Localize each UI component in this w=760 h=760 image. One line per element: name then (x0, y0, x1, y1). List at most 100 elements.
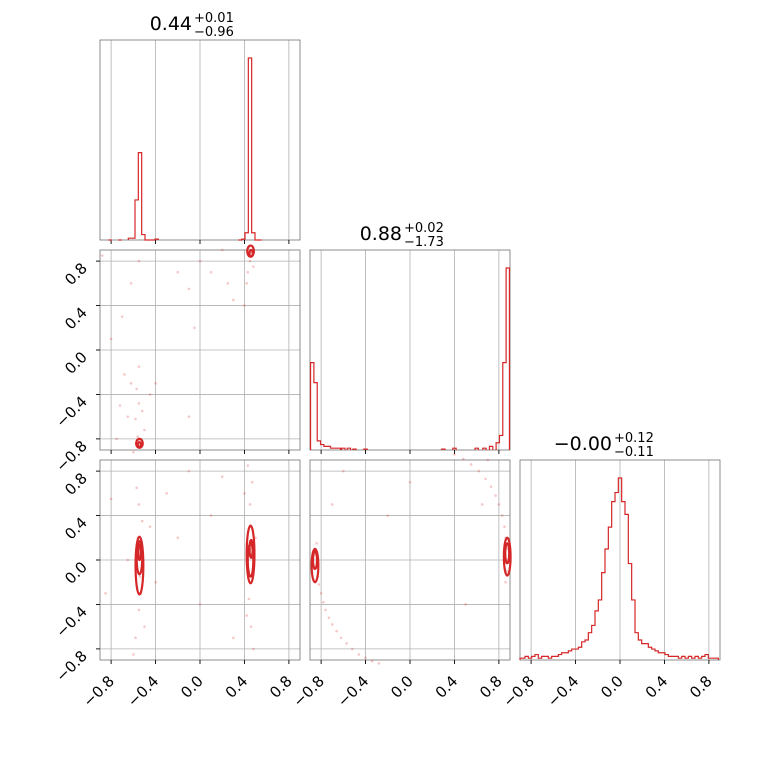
scatter-point-1-0-23 (232, 298, 235, 302)
scatter-point-1-0-4 (137, 402, 141, 405)
scatter-point-2-1-25 (497, 503, 501, 506)
scatter-point-2-0-22 (252, 647, 255, 651)
scatter-point-2-1-2 (315, 542, 318, 545)
scatter-point-1-0-19 (187, 287, 191, 291)
scatter-point-2-0-1 (138, 575, 142, 578)
scatter-point-1-0-16 (129, 282, 133, 285)
scatter-point-2-0-31 (232, 636, 235, 640)
xtick-label-0-2: 0.0 (177, 672, 207, 702)
xtick-label-2-2: 0.0 (597, 672, 627, 702)
scatter-point-2-1-26 (500, 514, 504, 517)
scatter-point-2-0-12 (154, 580, 157, 584)
scatter-point-2-1-5 (319, 592, 323, 595)
scatter-point-1-0-13 (148, 393, 152, 396)
xtick-label-0-1: −0.4 (124, 672, 162, 710)
scatter-point-1-0-39 (137, 365, 141, 368)
scatter-point-2-1-23 (489, 485, 493, 488)
ytick-label-1-1: −0.4 (52, 393, 90, 431)
contour-1-0-1 (248, 248, 254, 258)
scatter-point-2-0-9 (143, 625, 146, 628)
scatter-point-2-0-17 (248, 503, 252, 506)
scatter-point-2-1-36 (386, 514, 390, 517)
scatter-point-2-1-10 (335, 629, 338, 633)
contour-2-0-5 (248, 538, 254, 559)
scatter-point-2-0-4 (137, 608, 141, 612)
scatter-point-2-1-13 (350, 647, 354, 651)
scatter-point-2-1-24 (494, 494, 497, 497)
contour-2-0-3 (245, 524, 256, 585)
scatter-point-2-0-26 (187, 469, 191, 473)
histogram-1 (309, 267, 511, 450)
scatter-point-1-0-37 (115, 437, 118, 441)
scatter-point-1-0-9 (123, 373, 126, 376)
scatter-point-1-0-34 (187, 415, 191, 418)
scatter-point-2-1-35 (342, 469, 345, 473)
scatter-point-1-0-21 (198, 259, 202, 263)
scatter-point-1-0-17 (120, 315, 124, 318)
scatter-point-1-0-30 (252, 265, 255, 268)
scatter-point-2-0-18 (250, 480, 254, 484)
scatter-point-1-0-31 (246, 270, 250, 274)
panel-0-0: 0.44 +0.01−0.96 (99, 11, 301, 244)
scatter-point-2-0-29 (198, 603, 202, 606)
scatter-point-1-0-38 (154, 382, 157, 385)
scatter-point-2-0-5 (134, 636, 137, 640)
title-upper-0: +0.01 (194, 11, 234, 26)
scatter-point-2-0-34 (165, 492, 168, 495)
panel-2-2: −0.00 +0.12−0.11 (519, 431, 721, 664)
ytick-label-2-1: −0.4 (52, 603, 90, 641)
scatter-point-2-0-11 (148, 525, 152, 528)
histogram-2 (519, 477, 719, 660)
scatter-point-2-0-7 (137, 503, 141, 506)
scatter-point-2-0-25 (245, 614, 248, 617)
scatter-point-2-1-14 (357, 653, 361, 656)
scatter-point-2-0-24 (243, 492, 246, 495)
contour-1-0-2 (135, 437, 144, 449)
scatter-point-1-0-35 (109, 337, 113, 341)
scatter-point-2-1-34 (480, 503, 484, 506)
scatter-point-2-1-7 (324, 608, 327, 612)
scatter-point-2-1-22 (484, 477, 487, 481)
title-upper-1: +0.02 (404, 221, 444, 236)
scatter-point-2-0-13 (126, 558, 130, 562)
panel-2-1 (309, 453, 512, 665)
title-value-1: 0.88 (360, 223, 402, 245)
scatter-point-2-1-32 (504, 580, 507, 584)
xtick-label-1-2: 0.0 (387, 672, 417, 702)
xtick-label-2-4: 0.8 (686, 672, 716, 702)
xtick-label-1-3: 0.4 (432, 672, 462, 702)
scatter-point-2-1-16 (370, 659, 374, 663)
scatter-point-2-0-33 (104, 592, 107, 595)
scatter-point-1-0-14 (118, 404, 122, 407)
scatter-point-2-0-10 (135, 486, 138, 490)
scatter-point-2-1-18 (453, 453, 456, 456)
xtick-label-1-0: −0.8 (289, 672, 327, 710)
scatter-point-1-0-25 (220, 248, 224, 252)
scatter-point-2-1-38 (330, 503, 334, 506)
contour-2-1-1 (311, 550, 319, 570)
contour-2-0-1 (135, 540, 144, 576)
scatter-point-2-1-39 (464, 603, 467, 606)
scatter-point-2-1-8 (327, 616, 331, 620)
scatter-point-2-1-4 (317, 583, 321, 586)
scatter-point-2-0-20 (249, 625, 253, 628)
scatter-point-2-1-15 (364, 656, 367, 660)
scatter-point-2-1-33 (486, 458, 490, 462)
scatter-point-2-1-9 (330, 623, 334, 626)
xtick-label-2-0: −0.8 (499, 672, 537, 710)
scatter-point-1-0-29 (248, 259, 252, 263)
scatter-point-1-0-6 (140, 409, 144, 413)
panel-1-1: 0.88 +0.02−1.73 (309, 221, 511, 454)
xtick-label-1-1: −0.4 (334, 672, 372, 710)
scatter-point-2-1-19 (462, 457, 465, 461)
contour-2-0-2 (137, 543, 142, 562)
title-lower-1: −1.73 (404, 235, 444, 250)
scatter-point-1-0-24 (193, 326, 196, 330)
title-value-0: 0.44 (150, 13, 192, 35)
ytick-label-2-3: 0.4 (61, 514, 91, 544)
scatter-point-1-0-5 (134, 417, 137, 421)
xtick-label-0-3: 0.4 (222, 672, 252, 702)
title-upper-2: +0.12 (614, 431, 654, 446)
xtick-label-2-1: −0.4 (544, 672, 582, 710)
